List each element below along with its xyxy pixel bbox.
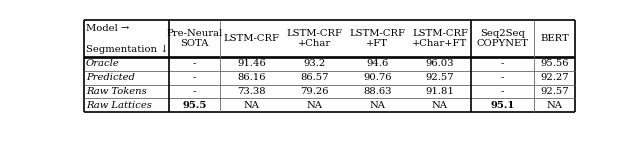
Text: BERT: BERT — [540, 34, 569, 43]
Text: 95.1: 95.1 — [490, 101, 515, 110]
Text: 95.5: 95.5 — [182, 101, 207, 110]
Text: 73.38: 73.38 — [237, 87, 266, 96]
Text: -: - — [501, 87, 504, 96]
Text: Raw Lattices: Raw Lattices — [86, 101, 152, 110]
Text: 91.81: 91.81 — [426, 87, 454, 96]
Text: NA: NA — [432, 101, 448, 110]
Text: LSTM-CRF: LSTM-CRF — [224, 34, 280, 43]
Text: -: - — [501, 73, 504, 82]
Text: Model →

Segmentation ↓: Model → Segmentation ↓ — [86, 24, 168, 54]
Text: 92.57: 92.57 — [540, 87, 569, 96]
Text: NA: NA — [547, 101, 563, 110]
Text: NA: NA — [369, 101, 385, 110]
Text: Pre-Neural
SOTA: Pre-Neural SOTA — [166, 29, 223, 48]
Text: 92.57: 92.57 — [426, 73, 454, 82]
Text: 96.03: 96.03 — [426, 59, 454, 68]
Text: 91.46: 91.46 — [237, 59, 266, 68]
Text: 95.56: 95.56 — [540, 59, 569, 68]
Text: 92.27: 92.27 — [540, 73, 569, 82]
Text: LSTM-CRF
+FT: LSTM-CRF +FT — [349, 29, 405, 48]
Text: NA: NA — [244, 101, 260, 110]
Text: 86.57: 86.57 — [300, 73, 329, 82]
Text: -: - — [193, 59, 196, 68]
Text: 79.26: 79.26 — [300, 87, 329, 96]
Text: 93.2: 93.2 — [303, 59, 326, 68]
Text: Raw Tokens: Raw Tokens — [86, 87, 147, 96]
Text: 86.16: 86.16 — [237, 73, 266, 82]
Text: -: - — [193, 87, 196, 96]
Text: 88.63: 88.63 — [363, 87, 392, 96]
Text: Seq2Seq
COPYNET: Seq2Seq COPYNET — [477, 29, 529, 48]
Text: 94.6: 94.6 — [366, 59, 388, 68]
Text: 90.76: 90.76 — [363, 73, 392, 82]
Text: LSTM-CRF
+Char+FT: LSTM-CRF +Char+FT — [412, 29, 468, 48]
Text: LSTM-CRF
+Char: LSTM-CRF +Char — [287, 29, 342, 48]
Text: -: - — [501, 59, 504, 68]
Text: Oracle: Oracle — [86, 59, 120, 68]
Text: NA: NA — [307, 101, 323, 110]
Text: Predicted: Predicted — [86, 73, 135, 82]
Text: -: - — [193, 73, 196, 82]
